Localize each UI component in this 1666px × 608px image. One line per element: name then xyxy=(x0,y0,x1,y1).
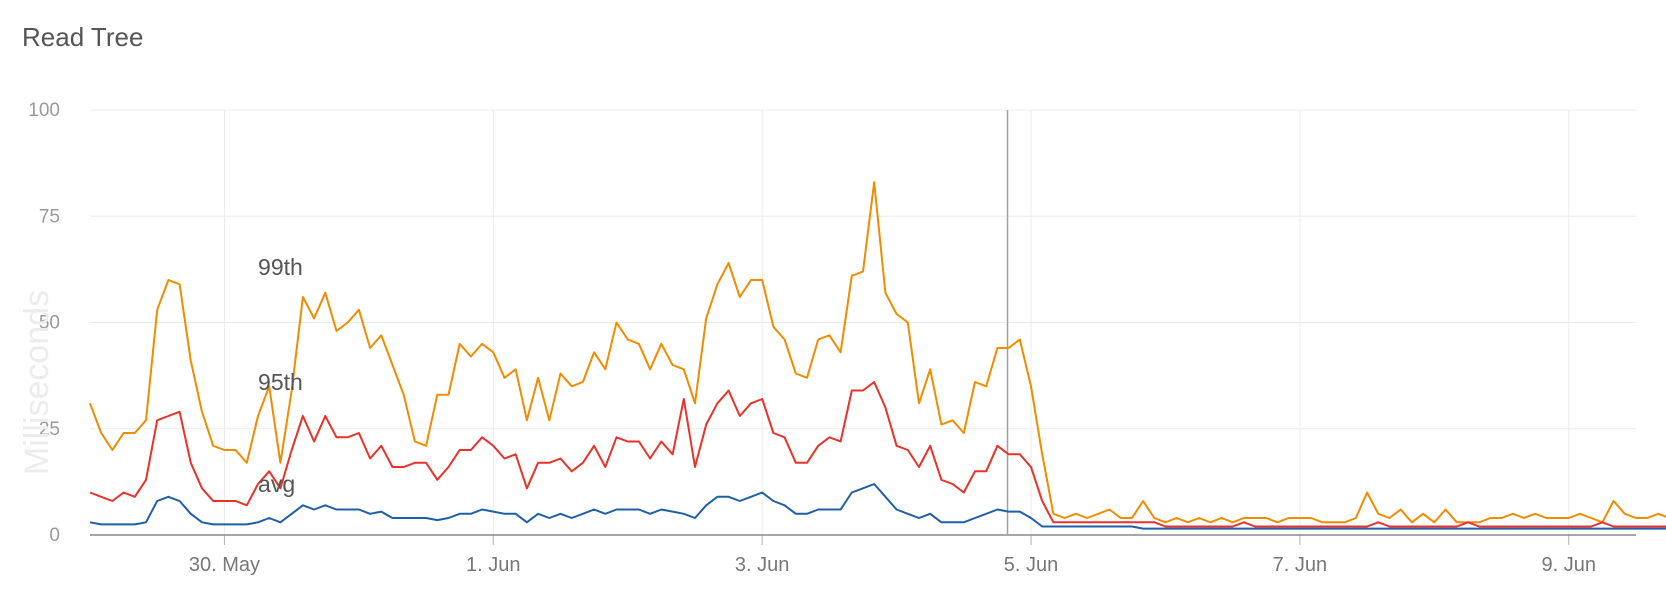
chart-title: Read Tree xyxy=(22,22,144,52)
series-labels: 99th 95th avg xyxy=(258,254,303,497)
series-label-95th: 95th xyxy=(258,369,303,395)
grid xyxy=(90,109,1636,535)
y-axis-title: Milliseconds xyxy=(18,290,56,475)
x-tick-label: 9. Jun xyxy=(1542,554,1596,576)
x-tick-label: 3. Jun xyxy=(735,554,789,576)
y-tick-label: 0 xyxy=(49,525,60,546)
y-tick-label: 100 xyxy=(28,100,60,121)
x-tick-label: 5. Jun xyxy=(1004,554,1058,576)
x-tick-label: 30. May xyxy=(189,554,260,576)
series-label-avg: avg xyxy=(258,471,295,497)
x-tick-label: 1. Jun xyxy=(466,554,520,576)
y-tick-label: 50 xyxy=(39,313,60,334)
axes: 0 25 50 75 100 30. May 1. Jun 3. Jun 5. Jun 7. Ju… xyxy=(28,100,1636,576)
x-tick-label: 7. Jun xyxy=(1273,554,1327,576)
series-line-95th xyxy=(89,381,1666,528)
series-line-99th xyxy=(89,181,1666,524)
series xyxy=(89,181,1666,530)
y-tick-label: 25 xyxy=(39,419,60,440)
series-label-99th: 99th xyxy=(258,254,303,280)
y-tick-label: 75 xyxy=(39,206,60,227)
series-line-avg xyxy=(89,483,1666,530)
